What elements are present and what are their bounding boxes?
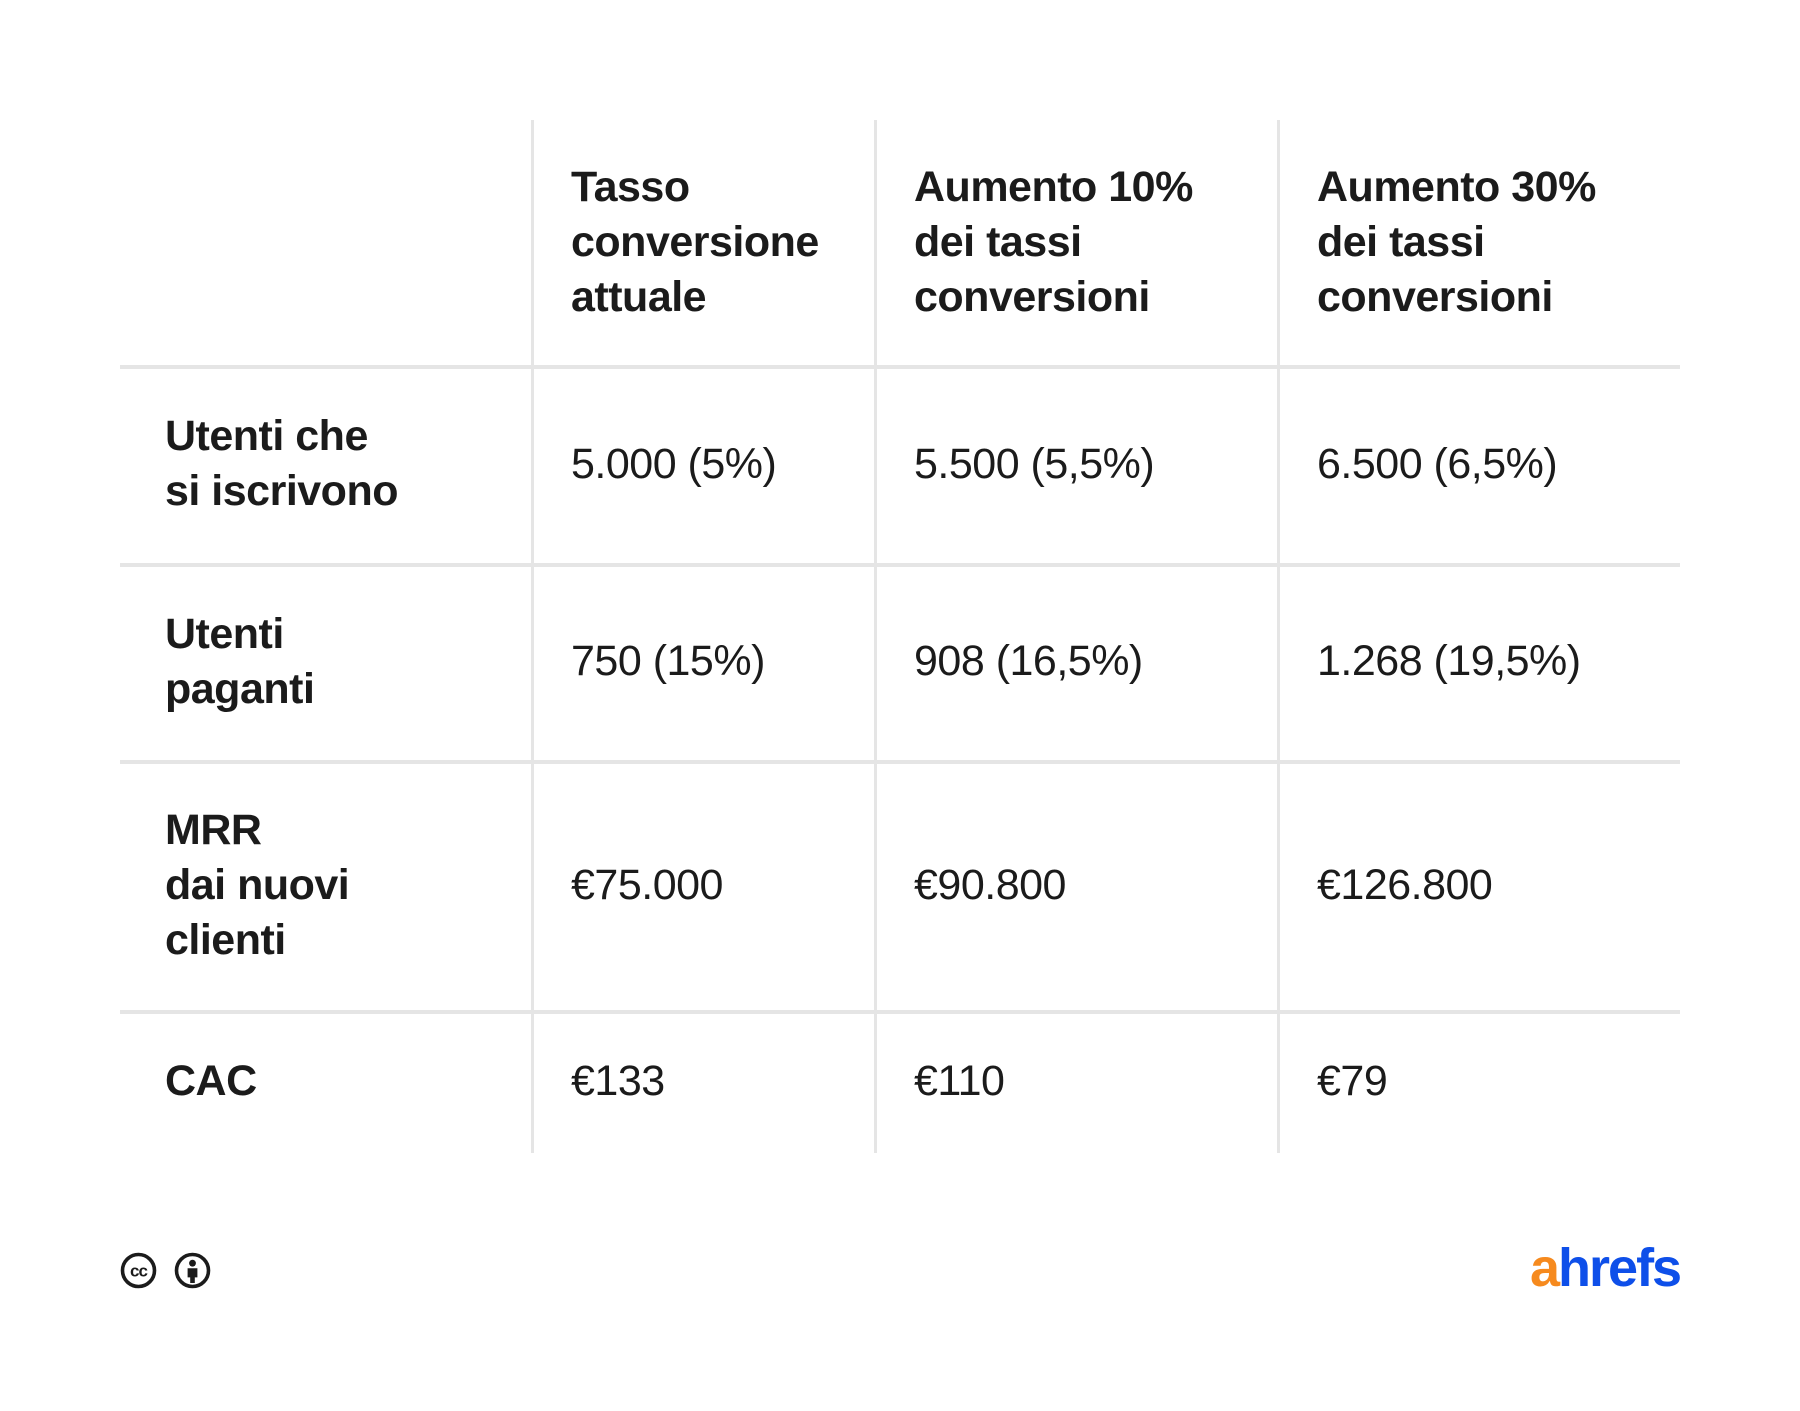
cc-icon: cc [120,1252,157,1289]
table-cell: 5.500 (5,5%) [914,439,1155,488]
table-cell: €75.000 [571,860,723,909]
table-horizontal-line [120,1010,1680,1014]
table-cell: 908 (16,5%) [914,637,1143,685]
svg-text:cc: cc [130,1262,147,1281]
ahrefs-logo-a: a [1530,1238,1560,1298]
column-header-current-rate: Tasso conversione attuale [571,163,819,321]
row-label-mrr-new-customers: MRR dai nuovi clienti [165,805,350,964]
table-cell: €133 [571,1057,665,1105]
table-cell: €79 [1317,1057,1388,1105]
row-label-paying-users: Utenti paganti [165,609,315,713]
table-cell: 5.000 (5%) [571,439,777,488]
row-label-cac: CAC [165,1057,257,1105]
table-vertical-line [531,120,534,1153]
table-horizontal-line [120,365,1680,369]
table-horizontal-line [120,760,1680,764]
table-cell: €110 [914,1057,1005,1105]
table-cell: 1.268 (19,5%) [1317,637,1581,685]
table-vertical-line [874,120,877,1153]
attribution-icon [174,1252,211,1289]
column-header-increase-30: Aumento 30% dei tassi conversioni [1317,163,1596,321]
table-cell: 750 (15%) [571,637,765,685]
table-cell: €126.800 [1317,860,1493,909]
table-cell: €90.800 [914,860,1066,909]
table-vertical-line [1277,120,1280,1153]
row-label-signup-users: Utenti che si iscrivono [165,412,398,515]
conversion-table: Tasso conversione attuale Aumento 10% de… [120,120,1680,1153]
corner-cell [120,120,531,365]
column-header-increase-10: Aumento 10% dei tassi conversioni [914,163,1193,321]
table-cell: 6.500 (6,5%) [1317,439,1558,488]
table-horizontal-line [120,563,1680,567]
cc-license-badge: cc [120,1252,211,1289]
ahrefs-logo-hrefs: hrefs [1558,1238,1682,1298]
ahrefs-logo: ahrefs [1530,1241,1682,1295]
